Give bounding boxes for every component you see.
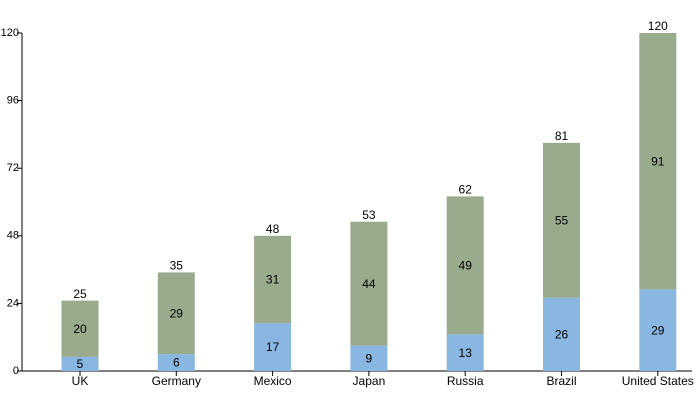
total-label: 48 [266,222,280,236]
total-label: 62 [459,183,473,197]
bar-label: 55 [555,213,569,227]
bar-label: 91 [651,154,665,168]
bar-segment [61,356,99,371]
y-tick-label: 96 [7,95,19,107]
bar-label: 31 [266,273,280,287]
x-tick-label: Brazil [546,374,576,388]
y-tick-label: 120 [1,27,19,39]
bar-segment [639,289,677,371]
bar-label: 5 [77,357,84,371]
bar-segment [446,196,484,335]
bar-label: 29 [170,306,184,320]
y-tick-label: 0 [13,365,19,377]
bar-label: 20 [73,322,87,336]
y-tick-label: 24 [7,297,19,309]
bar-segment [350,345,388,371]
bar-label: 26 [555,328,569,342]
y-tick-label: 48 [7,230,19,242]
x-tick-label: UK [72,374,89,388]
x-tick-label: Japan [353,374,386,388]
bar-label: 44 [362,277,376,291]
bar-label: 29 [651,323,665,337]
bar-segment [446,334,484,371]
x-tick-label: Russia [447,374,484,388]
bar-label: 13 [459,346,473,360]
bar-segment [157,272,195,355]
bar-label: 9 [366,351,373,365]
bar-segment [254,323,292,371]
total-label: 81 [555,129,569,143]
total-label: 35 [170,259,184,273]
bar-label: 6 [173,356,180,370]
x-tick-label: United States [622,374,694,388]
y-tick-label: 72 [7,162,19,174]
bar-segment [543,142,580,298]
bar-segment [639,33,677,290]
bar-label: 49 [459,259,473,273]
x-tick-label: Germany [152,374,201,388]
bar-segment [157,354,195,371]
bar-segment [543,297,580,371]
total-label: 120 [648,19,668,33]
total-label: 25 [73,287,87,301]
bar-segment [61,300,99,357]
bar-segment [350,221,388,346]
bar-segment [254,235,292,324]
bar-label: 17 [266,340,280,354]
x-tick-label: Mexico [254,374,292,388]
total-label: 53 [362,208,376,222]
